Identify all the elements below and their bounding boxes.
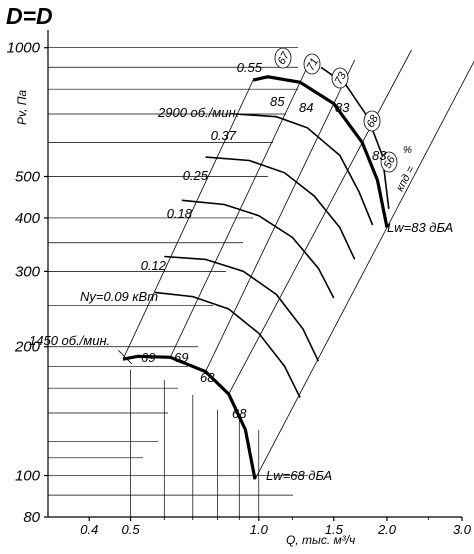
chart-title: D=D <box>6 3 53 29</box>
efficiency-ray <box>205 59 356 372</box>
efficiency-ray <box>228 49 412 395</box>
speed-curve <box>122 354 257 480</box>
grid-layer <box>47 30 462 518</box>
ticks-layer: 1000 500 400 300 200 100 80 0.4 0.5 1.0 1.5 2.0 3.0 <box>7 40 472 537</box>
efficiency-rays-layer <box>122 49 474 480</box>
efficiency-label: кпд = <box>394 164 417 194</box>
power-curve-label: 0.12 <box>141 258 167 273</box>
efficiency-mark-label: 69 <box>141 350 155 365</box>
x-tick-label: 2.0 <box>377 522 397 537</box>
y-tick-label: 100 <box>15 468 41 485</box>
speed-label: 2900 об./мин. <box>157 105 239 120</box>
power-curve-label: 0.18 <box>167 206 193 221</box>
efficiency-mark-label: 85 <box>270 94 285 109</box>
y-axis-label: Pv, Па <box>15 90 29 125</box>
x-tick-label: 0.4 <box>80 522 98 537</box>
speed-curve <box>252 75 389 228</box>
power-curve-label: 0.25 <box>183 168 209 183</box>
efficiency-ray <box>169 69 307 358</box>
power-curve <box>154 291 301 399</box>
x-tick-label: 1.0 <box>250 522 269 537</box>
efficiency-unit: % <box>403 145 412 156</box>
efficiency-ray <box>122 79 254 360</box>
y-tick-label: 500 <box>15 168 41 185</box>
power-curve-label: 0.55 <box>237 60 263 75</box>
efficiency-mark-label: 69 <box>174 350 188 365</box>
x-axis-label: Q, тыс. м³/ч <box>286 533 355 547</box>
efficiency-mark-label: 68 <box>232 406 247 421</box>
power-curve <box>235 113 374 226</box>
y-tick-label: 300 <box>15 263 41 280</box>
noise-label: Lw=83 дБА <box>387 220 453 235</box>
x-tick-label: 3.0 <box>453 522 472 537</box>
efficiency-mark-label: 68 <box>200 370 215 385</box>
power-curve-label: 0.37 <box>211 128 237 143</box>
power-curve <box>181 199 335 299</box>
y-tick-label: 80 <box>23 509 40 526</box>
speed-label: 1450 об./мин. <box>29 333 110 348</box>
y-tick-label: 400 <box>15 210 41 227</box>
y-tick-label: 1000 <box>7 40 41 57</box>
power-curve-label: Ny=0.09 кВт <box>80 289 158 304</box>
speed-label-leader <box>117 349 133 365</box>
efficiency-ray <box>254 60 474 480</box>
efficiency-circle <box>380 151 398 173</box>
efficiency-circle <box>331 67 349 89</box>
efficiency-circle <box>274 47 292 69</box>
x-tick-label: 0.5 <box>122 522 141 537</box>
efficiency-ray-label: 71 <box>305 56 321 72</box>
efficiency-circle <box>303 53 321 75</box>
power-curve <box>205 156 356 260</box>
noise-label: Lw=68 дБА <box>266 468 332 483</box>
power-curve <box>164 255 320 362</box>
efficiency-mark-label: 83 <box>335 100 350 115</box>
efficiency-mark-label: 83 <box>372 148 387 163</box>
efficiency-circle <box>363 110 381 132</box>
efficiency-mark-label: 84 <box>299 100 313 115</box>
x-tick-label: 1.5 <box>325 522 344 537</box>
y-tick-label: 200 <box>14 339 41 356</box>
